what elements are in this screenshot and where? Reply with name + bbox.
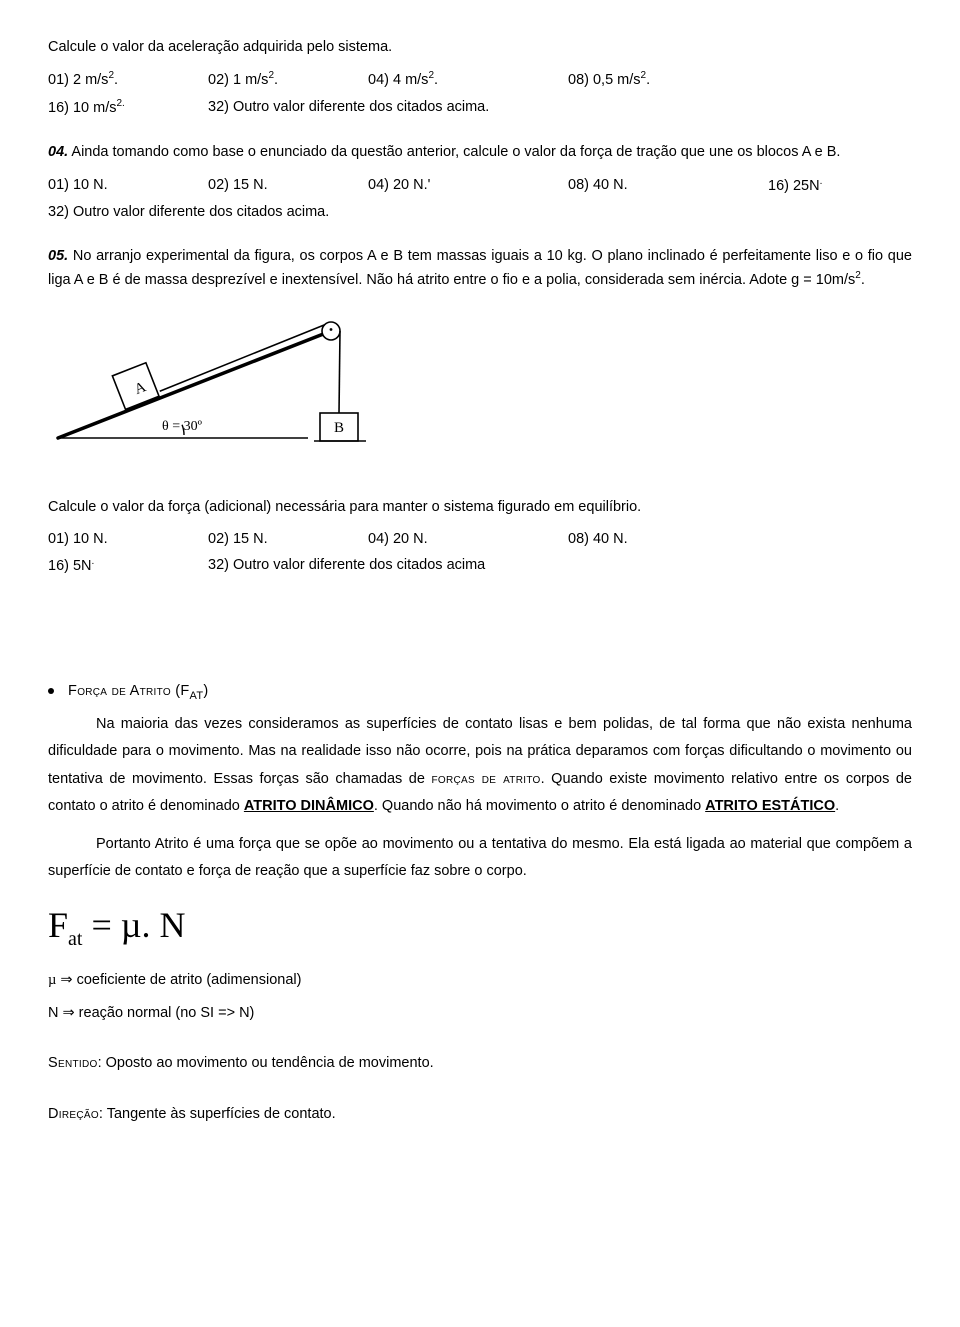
- opt-text: 16) 25N: [768, 177, 820, 193]
- friction-p1: Na maioria das vezes consideramos as sup…: [48, 711, 912, 821]
- q04-opt-01: 01) 10 N.: [48, 174, 208, 197]
- q04-opt-02: 02) 15 N.: [208, 174, 368, 197]
- q05b-opt-32: 32) Outro valor diferente dos citados ac…: [208, 554, 485, 577]
- q04-opt-32: 32) Outro valor diferente dos citados ac…: [48, 201, 329, 223]
- period: .: [434, 72, 438, 88]
- q03-opt-16: 16) 10 m/s2.: [48, 96, 208, 119]
- opt-text: 16) 10 m/s: [48, 100, 117, 116]
- N-def: N ⇒ reação normal (no SI => N): [48, 1002, 912, 1024]
- mu-def-text: ⇒ coeficiente de atrito (adimensional): [56, 972, 301, 988]
- sq-dot: 2.: [117, 98, 125, 109]
- q03-prompt: Calcule o valor da aceleração adquirida …: [48, 36, 912, 58]
- sentido-label: Sentido: [48, 1055, 98, 1071]
- f-dot: .: [142, 905, 160, 945]
- q04-body: Ainda tomando como base o enunciado da q…: [68, 144, 840, 160]
- heading-a: Força de Atrito (F: [68, 683, 190, 699]
- q05b-opt-16: 16) 5N.: [48, 554, 208, 577]
- opt-text: 01) 2 m/s: [48, 72, 108, 88]
- p1-force: forças de atrito: [431, 771, 540, 787]
- friction-formula: Fat = µ. N: [48, 898, 912, 955]
- friction-p2: Portanto Atrito é uma força que se opõe …: [48, 831, 912, 886]
- direcao: Direção: Tangente às superfícies de cont…: [48, 1103, 912, 1125]
- q05-num: 05.: [48, 248, 68, 264]
- f-mu: µ: [121, 905, 142, 945]
- inclined-plane-diagram: ABθ = 30º: [48, 317, 912, 469]
- sup-dot: .: [820, 176, 823, 187]
- friction-heading: Força de Atrito (FAT): [48, 680, 912, 705]
- direcao-text: : Tangente às superfícies de contato.: [99, 1106, 336, 1122]
- q04-opt-16: 16) 25N.: [768, 174, 888, 197]
- q04-row2: 32) Outro valor diferente dos citados ac…: [48, 201, 912, 223]
- q03-opt-08: 08) 0,5 m/s2.: [568, 68, 768, 91]
- sentido-text: : Oposto ao movimento ou tendência de mo…: [98, 1055, 434, 1071]
- q05-body: No arranjo experimental da figura, os co…: [48, 248, 912, 287]
- period: .: [274, 72, 278, 88]
- sup-dot: .: [92, 556, 95, 567]
- heading-b: ): [203, 683, 208, 699]
- p1-din: ATRITO DINÂMICO: [244, 798, 374, 814]
- q04-opt-04: 04) 20 N.': [368, 174, 568, 197]
- q05b-opt-02: 02) 15 N.: [208, 528, 368, 550]
- q05-text: 05. No arranjo experimental da figura, o…: [48, 245, 912, 291]
- opt-text: 08) 0,5 m/s: [568, 72, 641, 88]
- period: .: [114, 72, 118, 88]
- q03-row1: 01) 2 m/s2. 02) 1 m/s2. 04) 4 m/s2. 08) …: [48, 68, 912, 91]
- diagram-svg: ABθ = 30º: [48, 317, 378, 462]
- sentido: Sentido: Oposto ao movimento ou tendênci…: [48, 1052, 912, 1074]
- q03-row2: 16) 10 m/s2. 32) Outro valor diferente d…: [48, 96, 912, 119]
- p1-est: ATRITO ESTÁTICO: [705, 798, 835, 814]
- p1c: . Quando não há movimento o atrito é den…: [374, 798, 705, 814]
- svg-text:θ = 30º: θ = 30º: [162, 419, 203, 434]
- q05b-opt-08: 08) 40 N.: [568, 528, 768, 550]
- q03-opt-02: 02) 1 m/s2.: [208, 68, 368, 91]
- q05b-prompt: Calcule o valor da força (adicional) nec…: [48, 496, 912, 518]
- q04-text: 04. Ainda tomando como base o enunciado …: [48, 141, 912, 163]
- q03-opt-04: 04) 4 m/s2.: [368, 68, 568, 91]
- opt-text: 16) 5N: [48, 558, 92, 574]
- f-eq: =: [82, 905, 120, 945]
- q03-opt-32: 32) Outro valor diferente dos citados ac…: [208, 96, 489, 119]
- q05b-row1: 01) 10 N. 02) 15 N. 04) 20 N. 08) 40 N.: [48, 528, 912, 550]
- heading-sub: AT: [190, 690, 204, 702]
- p1d: .: [835, 798, 839, 814]
- q04-opt-08: 08) 40 N.: [568, 174, 768, 197]
- f-F: F: [48, 905, 68, 945]
- q05b-opt-04: 04) 20 N.: [368, 528, 568, 550]
- q04-row1: 01) 10 N. 02) 15 N. 04) 20 N.' 08) 40 N.…: [48, 174, 912, 197]
- period: .: [646, 72, 650, 88]
- q05b-opt-01: 01) 10 N.: [48, 528, 208, 550]
- f-N: N: [160, 905, 186, 945]
- opt-text: 04) 4 m/s: [368, 72, 428, 88]
- mu-def: µ ⇒ coeficiente de atrito (adimensional): [48, 969, 912, 991]
- q05b-row2: 16) 5N. 32) Outro valor diferente dos ci…: [48, 554, 912, 577]
- q03-opt-01: 01) 2 m/s2.: [48, 68, 208, 91]
- q04-num: 04.: [48, 144, 68, 160]
- f-at: at: [68, 928, 82, 950]
- bullet-icon: [48, 688, 54, 694]
- opt-text: 02) 1 m/s: [208, 72, 268, 88]
- period: .: [861, 272, 865, 288]
- svg-text:B: B: [334, 420, 344, 436]
- direcao-label: Direção: [48, 1106, 99, 1122]
